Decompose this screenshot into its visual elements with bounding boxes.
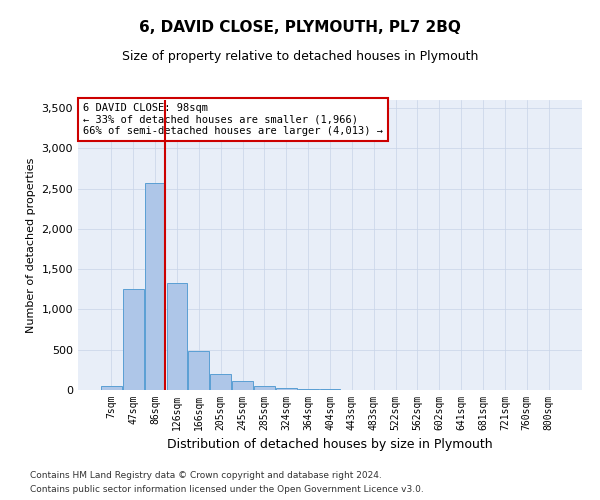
Text: Contains public sector information licensed under the Open Government Licence v3: Contains public sector information licen… [30, 486, 424, 494]
Bar [254, 386, 275, 390]
Bar [101, 386, 122, 390]
Bar [298, 389, 319, 390]
Bar [123, 290, 143, 390]
Bar [167, 283, 187, 390]
X-axis label: Distribution of detached houses by size in Plymouth: Distribution of detached houses by size … [167, 438, 493, 452]
Text: Size of property relative to detached houses in Plymouth: Size of property relative to detached ho… [122, 50, 478, 63]
Y-axis label: Number of detached properties: Number of detached properties [26, 158, 36, 332]
Bar [210, 374, 231, 390]
Bar [232, 380, 253, 390]
Text: 6, DAVID CLOSE, PLYMOUTH, PL7 2BQ: 6, DAVID CLOSE, PLYMOUTH, PL7 2BQ [139, 20, 461, 35]
Bar [320, 389, 340, 390]
Text: 6 DAVID CLOSE: 98sqm
← 33% of detached houses are smaller (1,966)
66% of semi-de: 6 DAVID CLOSE: 98sqm ← 33% of detached h… [83, 103, 383, 136]
Bar [276, 388, 296, 390]
Bar [145, 183, 166, 390]
Text: Contains HM Land Registry data © Crown copyright and database right 2024.: Contains HM Land Registry data © Crown c… [30, 470, 382, 480]
Bar [188, 350, 209, 390]
